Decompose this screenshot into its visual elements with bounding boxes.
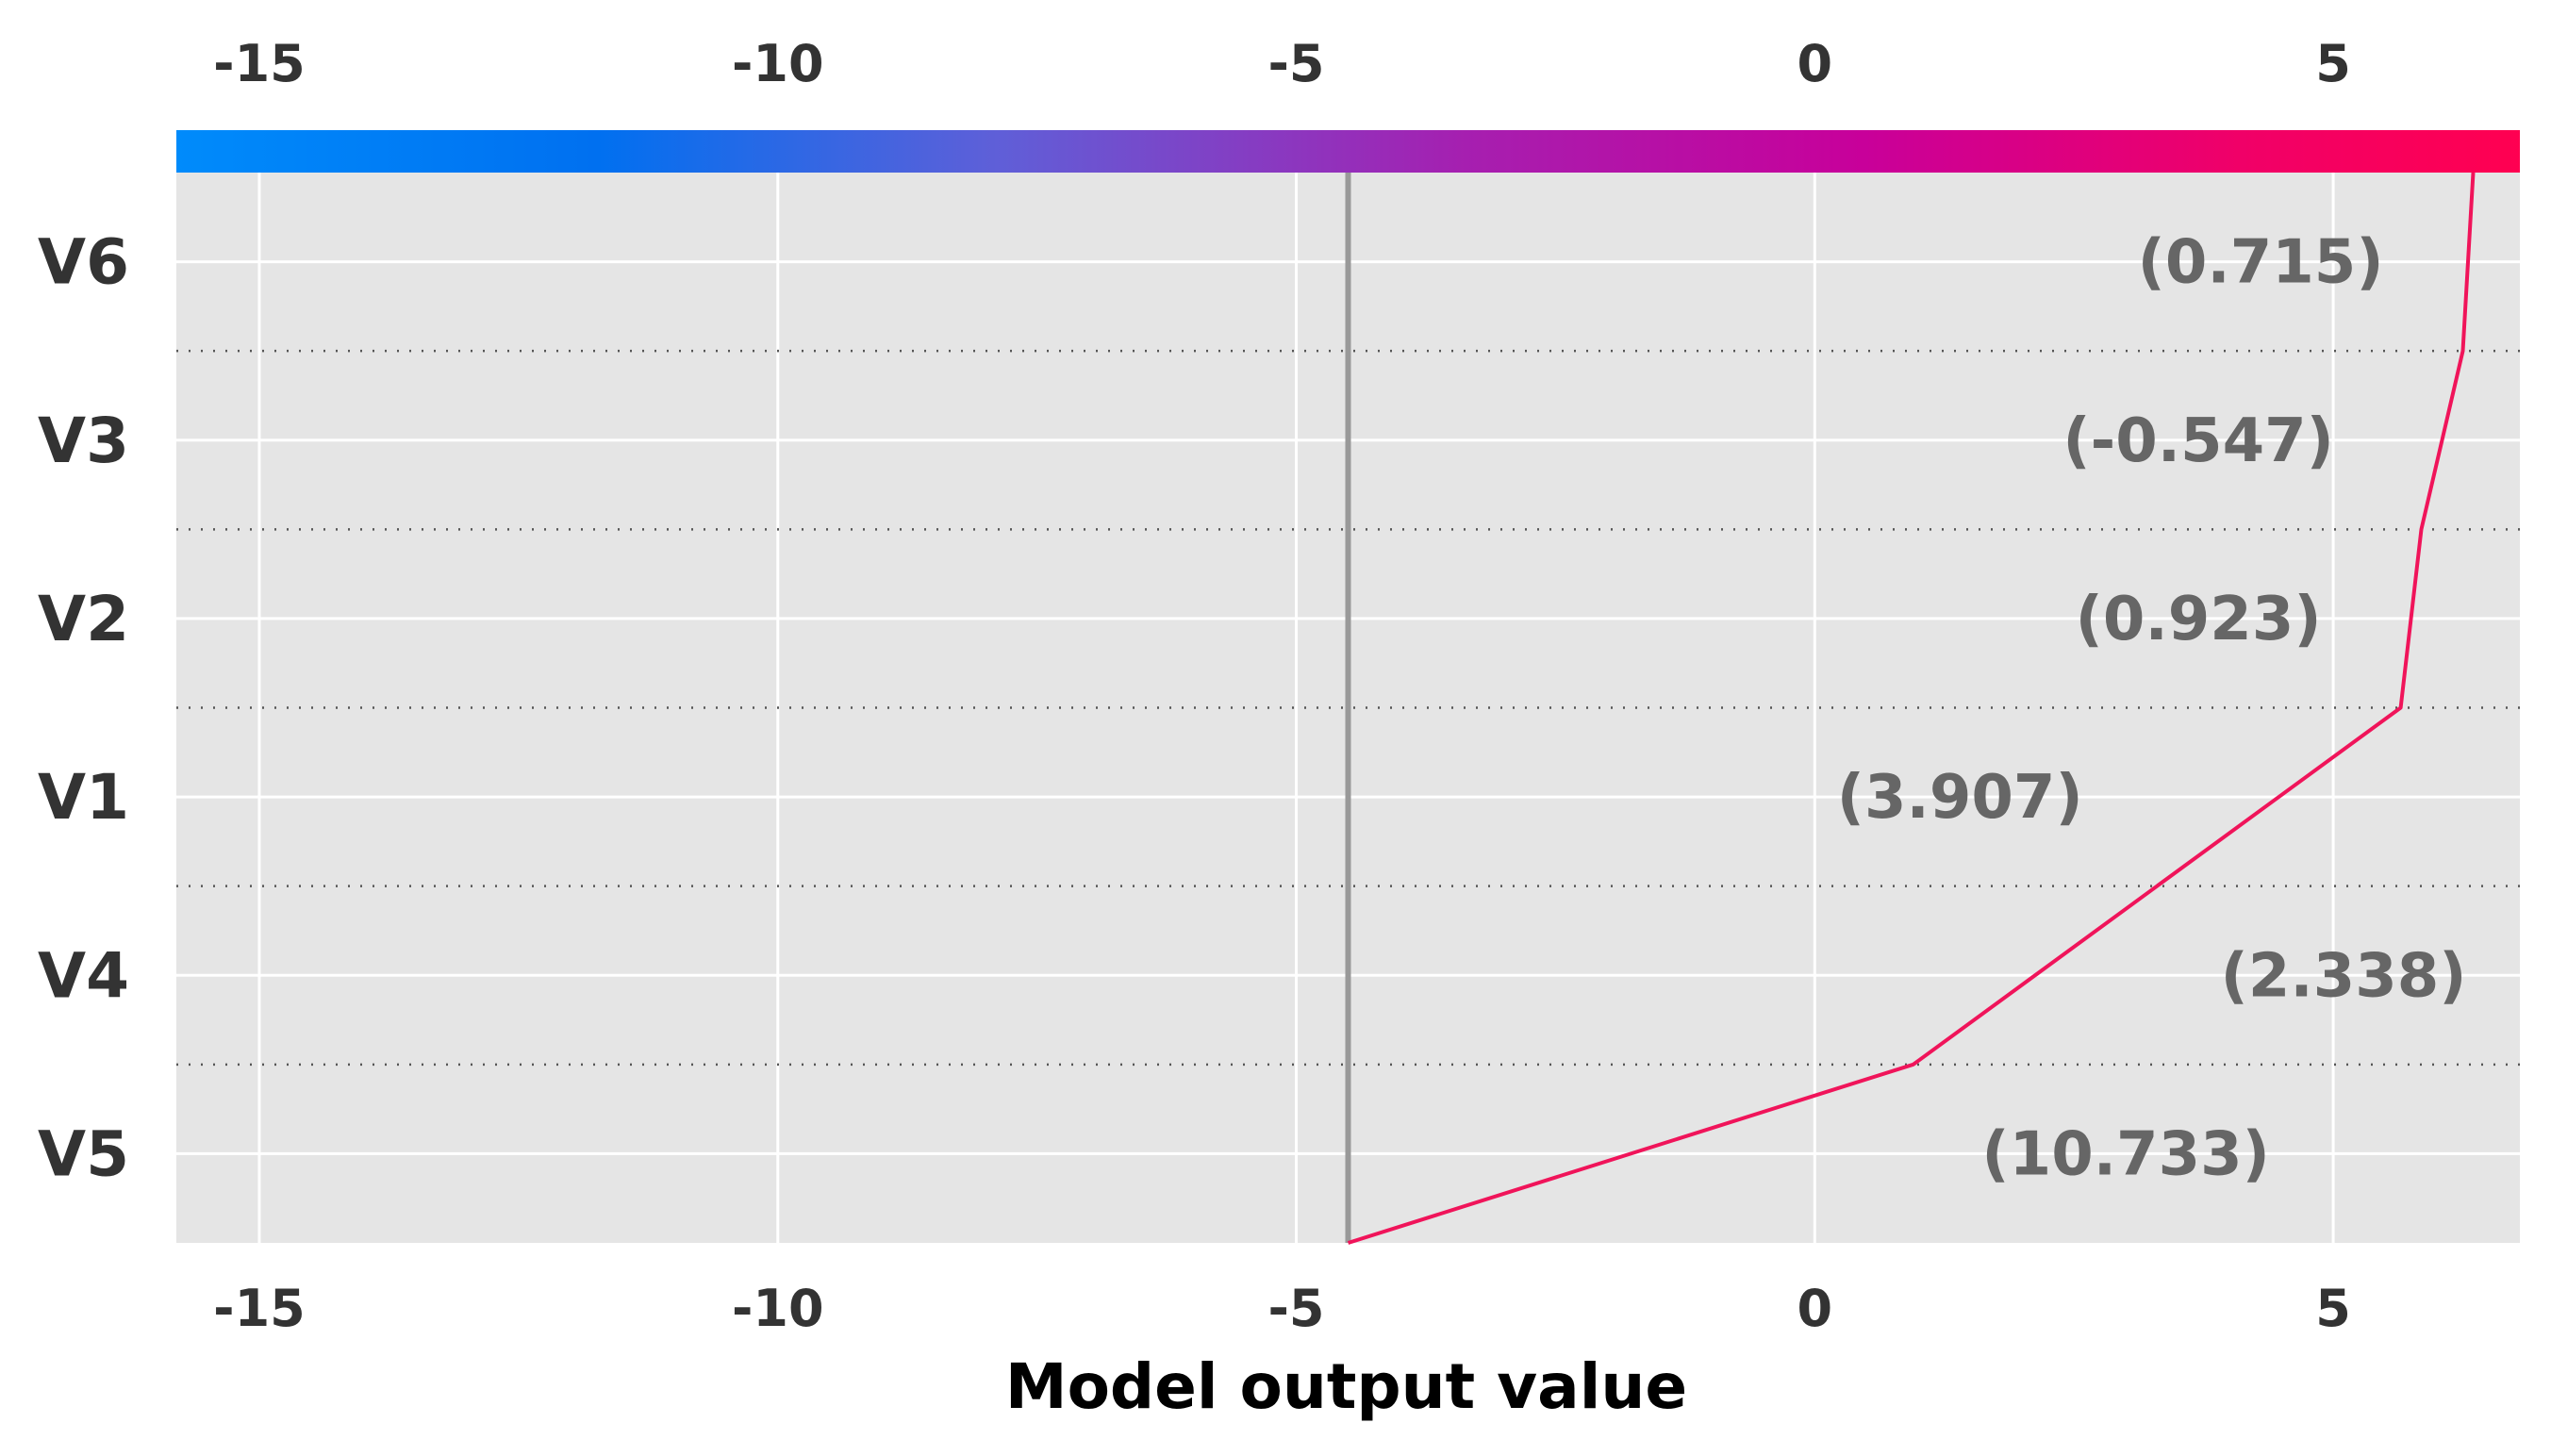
feature-value-label: (-0.547) [2062,406,2334,476]
x-tick-label-bottom: -5 [1268,1279,1325,1338]
x-tick-label-bottom: 0 [1797,1279,1833,1338]
feature-label: V3 [38,405,129,477]
x-tick-label-bottom: -15 [213,1279,306,1338]
x-axis-title: Model output value [1005,1350,1687,1423]
x-tick-label-top: -10 [732,34,824,93]
feature-label: V5 [38,1117,129,1190]
x-tick-label-top: -5 [1268,34,1325,93]
feature-label: V1 [38,761,129,834]
decision-path [1347,172,2476,1245]
feature-label: V2 [38,583,129,655]
feature-value-label: (10.733) [1981,1119,2269,1189]
x-tick-label-top: 5 [2315,34,2351,93]
colorbar [176,130,2520,173]
feature-value-label: (0.715) [2138,228,2384,298]
x-tick-label-bottom: -10 [732,1279,824,1338]
feature-label: V4 [38,939,129,1012]
x-tick-label-bottom: 5 [2315,1279,2351,1338]
feature-value-label: (0.923) [2076,585,2322,654]
feature-value-label: (2.338) [2221,941,2467,1011]
feature-value-label: (3.907) [1837,763,2083,833]
feature-label: V6 [38,226,129,299]
x-tick-label-top: -15 [213,34,306,93]
x-tick-label-top: 0 [1797,34,1833,93]
